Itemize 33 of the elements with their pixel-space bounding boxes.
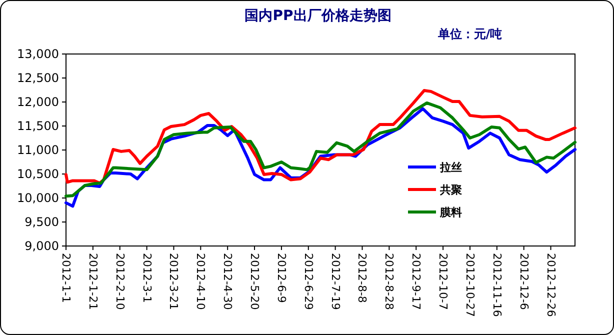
xtick: 2012-3-1 — [140, 253, 154, 303]
xtick: 2012-11-16 — [490, 253, 504, 317]
xtick: 2012-10-7 — [436, 253, 450, 310]
xtick: 2012-12-6 — [517, 253, 530, 310]
xtick: 2012-5-20 — [248, 253, 262, 310]
xtick: 2012-8-28 — [382, 253, 396, 310]
ytick: 11,500 — [17, 119, 59, 133]
xtick: 2012-1-21 — [86, 253, 100, 310]
ytick: 13,000 — [17, 47, 59, 61]
xtick: 2012-4-30 — [221, 253, 234, 310]
legend-label: 拉丝 — [440, 161, 462, 174]
xtick: 2012-6-29 — [302, 253, 315, 310]
xtick: 2012-1-1 — [60, 253, 72, 303]
xtick: 2012-2-10 — [113, 253, 126, 310]
ytick: 9,500 — [24, 215, 59, 229]
xtick: 2012-7-19 — [328, 253, 342, 310]
ytick: 9,000 — [24, 239, 59, 253]
ytick: 10,500 — [17, 167, 59, 181]
legend-label: 共聚 — [440, 184, 462, 196]
ytick: 12,000 — [17, 95, 59, 109]
ytick: 12,500 — [17, 71, 59, 85]
xtick: 2012-6-9 — [274, 253, 288, 303]
xtick: 2012-3-21 — [167, 253, 180, 310]
subtitle: 单位：元/吨 — [438, 27, 502, 41]
xtick: 2012-12-26 — [544, 253, 558, 317]
xtick: 2012-10-27 — [463, 253, 476, 317]
xtick: 2012-8-8 — [356, 253, 369, 303]
xtick: 2012-9-17 — [410, 253, 423, 310]
ytick: 10,000 — [17, 191, 59, 205]
xtick: 2012-4-10 — [194, 253, 208, 310]
title: 国内PP出厂价格走势图 — [244, 8, 392, 24]
legend-label: 膜料 — [440, 206, 462, 219]
ytick: 11,000 — [17, 143, 59, 157]
